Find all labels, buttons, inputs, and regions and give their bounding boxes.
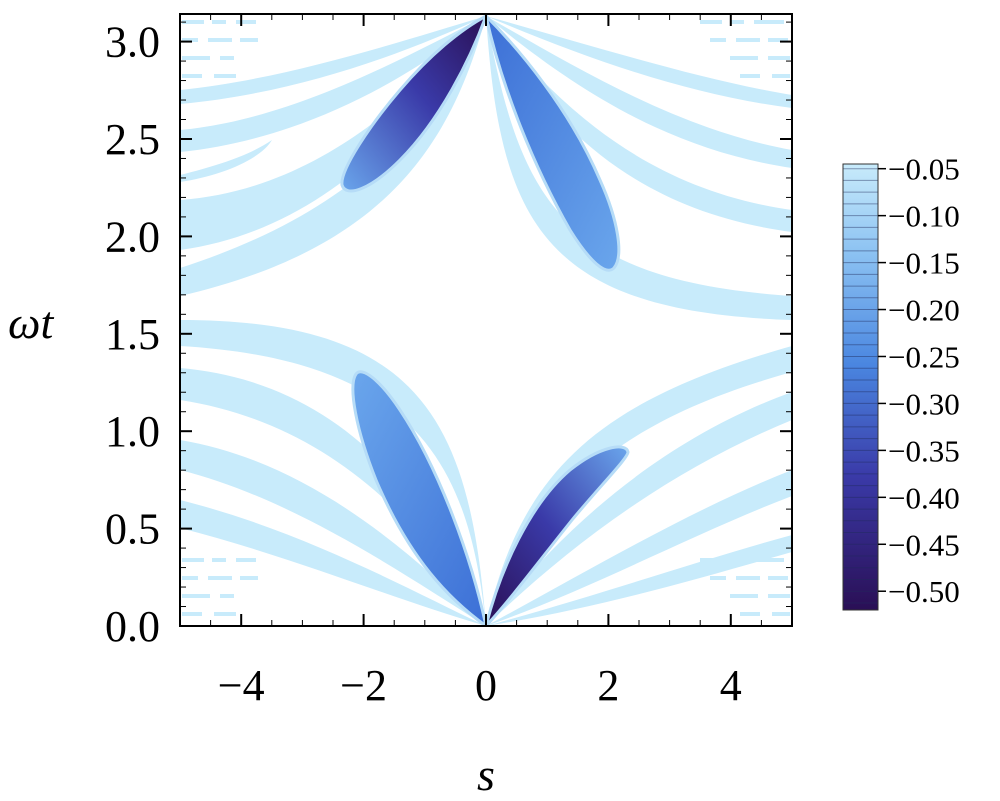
- x-tick-label: −4: [218, 661, 265, 710]
- noise-tl: [182, 20, 258, 78]
- colorbar-tick-label: −0.20: [888, 293, 960, 328]
- x-tick-label: 2: [597, 661, 619, 710]
- band-ll-main: [180, 320, 486, 626]
- lobe-lower-left: [351, 370, 488, 626]
- band-ll-2: [180, 440, 486, 626]
- x-tick-label: 4: [720, 661, 742, 710]
- y-axis-ticks: 0.0 0.5 1.0 1.5 2.0 2.5 3.0: [105, 18, 792, 651]
- y-tick-label: 1.0: [105, 407, 160, 456]
- colorbar-tick-label: −0.05: [888, 152, 960, 187]
- colorbar-tick-label: −0.25: [888, 339, 960, 374]
- x-axis-label: s: [477, 749, 495, 800]
- colorbar-tick-label: −0.15: [888, 246, 960, 281]
- band-lr-2: [486, 470, 792, 626]
- band-ll-3: [180, 500, 486, 626]
- colorbar-frame: [842, 163, 879, 611]
- band-ul-2: [180, 16, 486, 152]
- noise-tr: [700, 20, 790, 78]
- colorbar-ticks: −0.05 −0.10 −0.15 −0.20 −0.25 −0.30 −0.35 −0.40…: [878, 152, 960, 609]
- band-lr-1: [486, 392, 792, 626]
- noise-bl: [182, 558, 258, 616]
- band-ul-main: [180, 16, 486, 296]
- y-axis-label: ωt: [8, 297, 54, 348]
- noise-br: [700, 558, 790, 616]
- y-tick-label: 0.0: [105, 602, 160, 651]
- band-ur-2: [486, 16, 792, 168]
- y-tick-label: 1.5: [105, 310, 160, 359]
- y-tick-label: 0.5: [105, 505, 160, 554]
- band-ur-3: [486, 16, 792, 108]
- band-ul-1: [180, 16, 486, 250]
- colorbar: [843, 164, 878, 610]
- x-axis-ticks: −4 −2 0 2 4: [179, 14, 793, 710]
- fan-bands: [180, 16, 792, 626]
- y-tick-label: 2.5: [105, 115, 160, 164]
- band-ul-4: [180, 140, 272, 182]
- band-ll-1: [180, 368, 486, 626]
- x-tick-label: −2: [340, 661, 387, 710]
- band-ur-main: [486, 16, 792, 320]
- colorbar-contour-lines: [843, 168, 878, 604]
- lobe-upper-right: [484, 14, 621, 272]
- band-lr-3: [486, 535, 792, 626]
- band-ur-1: [486, 16, 792, 232]
- corner-noise: [182, 20, 790, 616]
- colorbar-tick-label: −0.50: [888, 574, 960, 609]
- colorbar-tick-label: −0.10: [888, 199, 960, 234]
- lobe-lower-right: [484, 445, 630, 626]
- colorbar-tick-label: −0.40: [888, 480, 960, 515]
- colorbar-tick-label: −0.30: [888, 386, 960, 421]
- contour-layer: [180, 14, 792, 626]
- x-tick-label: 0: [475, 661, 497, 710]
- y-tick-label: 3.0: [105, 18, 160, 67]
- colorbar-tick-label: −0.45: [888, 527, 960, 562]
- colorbar-tick-label: −0.35: [888, 433, 960, 468]
- band-lr-main: [486, 346, 792, 626]
- lobe-upper-left: [340, 14, 489, 193]
- y-tick-label: 2.0: [105, 212, 160, 261]
- band-ul-3: [180, 16, 486, 104]
